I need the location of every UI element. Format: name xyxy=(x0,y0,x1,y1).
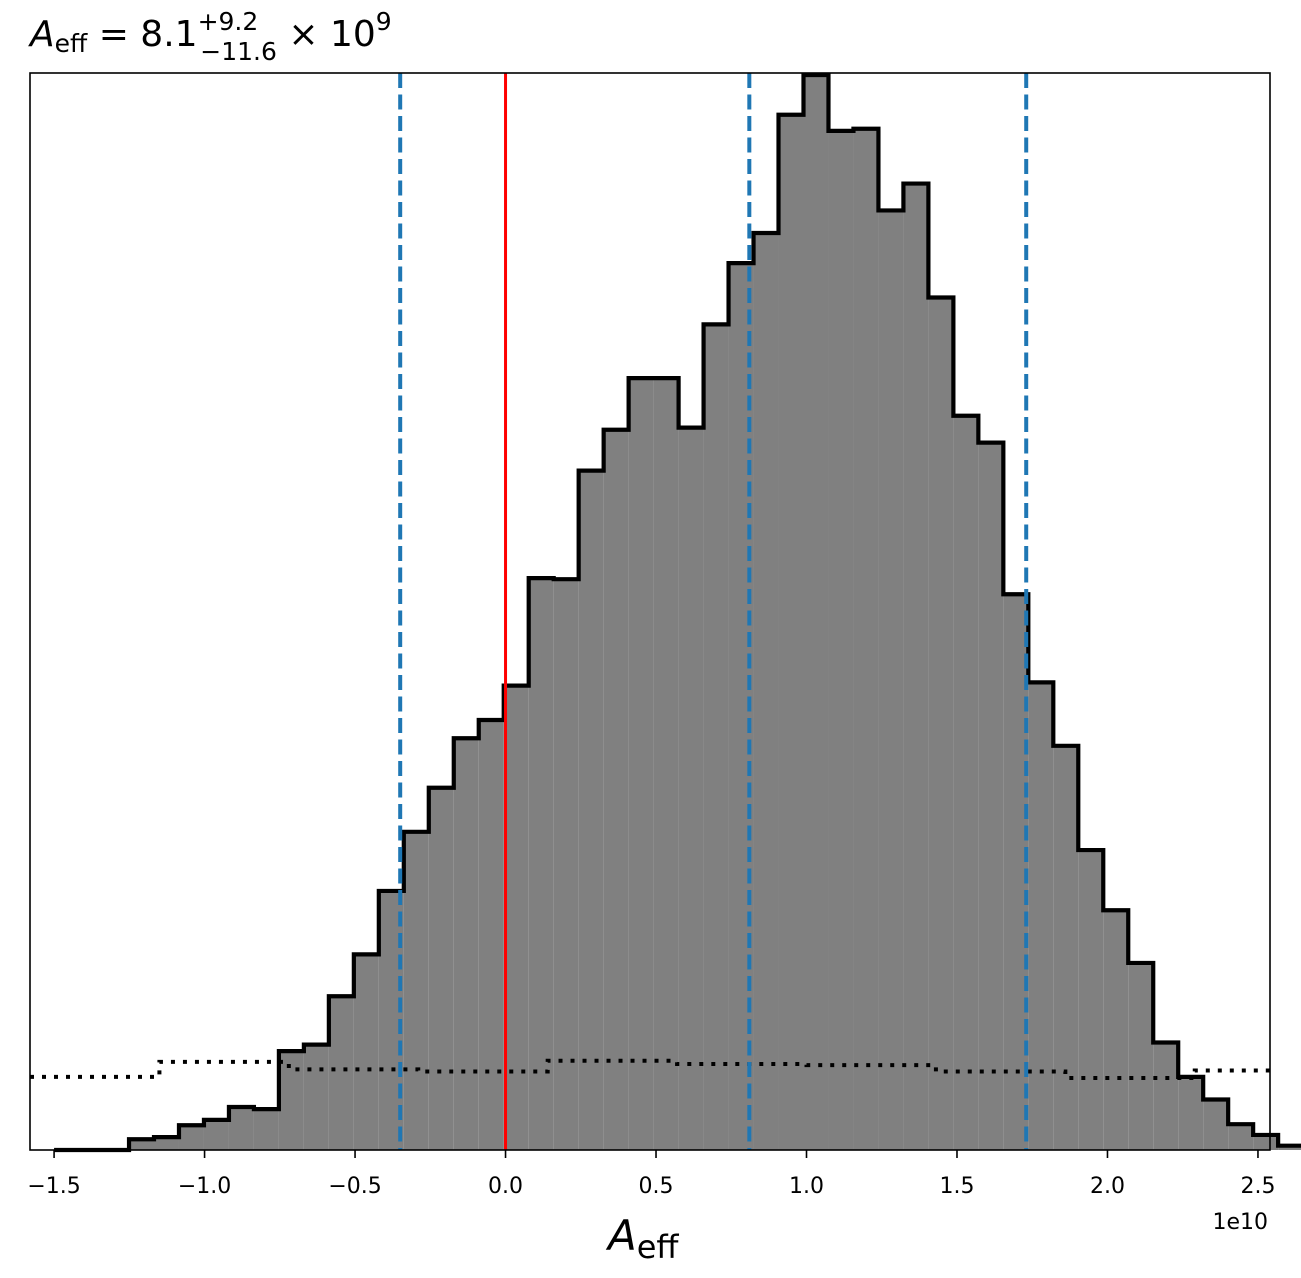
posterior-bar xyxy=(628,378,654,1150)
x-tick-label: 0.5 xyxy=(639,1174,674,1199)
x-tick-label: 1.0 xyxy=(789,1174,824,1199)
x-tick-label: −1.0 xyxy=(178,1174,231,1199)
posterior-bar xyxy=(878,210,904,1150)
posterior-bar xyxy=(853,128,879,1150)
posterior-bar xyxy=(753,233,779,1150)
posterior-bar xyxy=(403,831,429,1150)
posterior-bar xyxy=(1003,594,1029,1150)
x-tick-label: −0.5 xyxy=(328,1174,381,1199)
posterior-bar xyxy=(1128,962,1154,1150)
posterior-bar xyxy=(1178,1076,1204,1150)
x-axis-label: Aeff xyxy=(605,1211,679,1266)
posterior-bar xyxy=(1028,682,1054,1150)
posterior-outline xyxy=(54,72,1301,1153)
posterior-bar xyxy=(253,1109,279,1150)
posterior-bar xyxy=(528,578,554,1150)
posterior-bar xyxy=(1153,1042,1179,1150)
posterior-bar xyxy=(129,1139,154,1150)
x-axis: −1.5 −1.0 −0.5 0.0 0.5 1.0 1.5 2.0 2.5 xyxy=(27,1150,1275,1199)
posterior-bar xyxy=(1228,1124,1254,1150)
posterior-bar xyxy=(1278,1145,1301,1150)
posterior-bar xyxy=(978,442,1004,1150)
posterior-bar xyxy=(778,114,804,1150)
chart-title: Aeff = 8.1+9.2 −11.6 × 109 xyxy=(28,7,392,66)
x-tick-label: −1.5 xyxy=(27,1174,80,1199)
posterior-bar xyxy=(928,297,954,1150)
posterior-bar xyxy=(803,75,829,1150)
x-tick-label: 1.5 xyxy=(939,1174,974,1199)
posterior-bar xyxy=(653,378,679,1150)
posterior-bar xyxy=(478,720,504,1150)
posterior-bar xyxy=(1103,910,1129,1150)
x-tick-label: 2.5 xyxy=(1240,1174,1275,1199)
x-tick-label: 0.0 xyxy=(488,1174,523,1199)
x-tick-label: 2.0 xyxy=(1090,1174,1125,1199)
posterior-bar xyxy=(178,1125,204,1150)
posterior-bar xyxy=(154,1137,179,1150)
posterior-bar xyxy=(353,954,379,1150)
posterior-bar xyxy=(453,738,479,1150)
posterior-bar xyxy=(428,787,454,1150)
posterior-bar xyxy=(953,415,979,1150)
posterior-bar xyxy=(903,183,929,1150)
posterior-bar xyxy=(278,1051,304,1150)
posterior-bar xyxy=(828,130,854,1150)
posterior-bar xyxy=(578,470,604,1151)
posterior-bar xyxy=(1053,745,1079,1150)
plot-area xyxy=(30,72,1301,1153)
posterior-bar xyxy=(203,1119,229,1150)
posterior-bar xyxy=(228,1107,254,1150)
posterior-bar xyxy=(1078,850,1104,1150)
posterior-bar xyxy=(1203,1099,1229,1150)
x-axis-offset-label: 1e10 xyxy=(1212,1210,1268,1235)
axes-frame xyxy=(29,72,1271,1151)
prior-outline xyxy=(30,1058,1270,1080)
posterior-bar xyxy=(553,579,579,1150)
posterior-bar xyxy=(703,324,729,1150)
posterior-bar xyxy=(678,427,704,1151)
posterior-bar xyxy=(328,996,354,1150)
posterior-bar xyxy=(303,1044,329,1150)
posterior-bar xyxy=(603,429,629,1150)
posterior-bar xyxy=(503,685,529,1150)
posterior-bar xyxy=(1253,1134,1279,1150)
